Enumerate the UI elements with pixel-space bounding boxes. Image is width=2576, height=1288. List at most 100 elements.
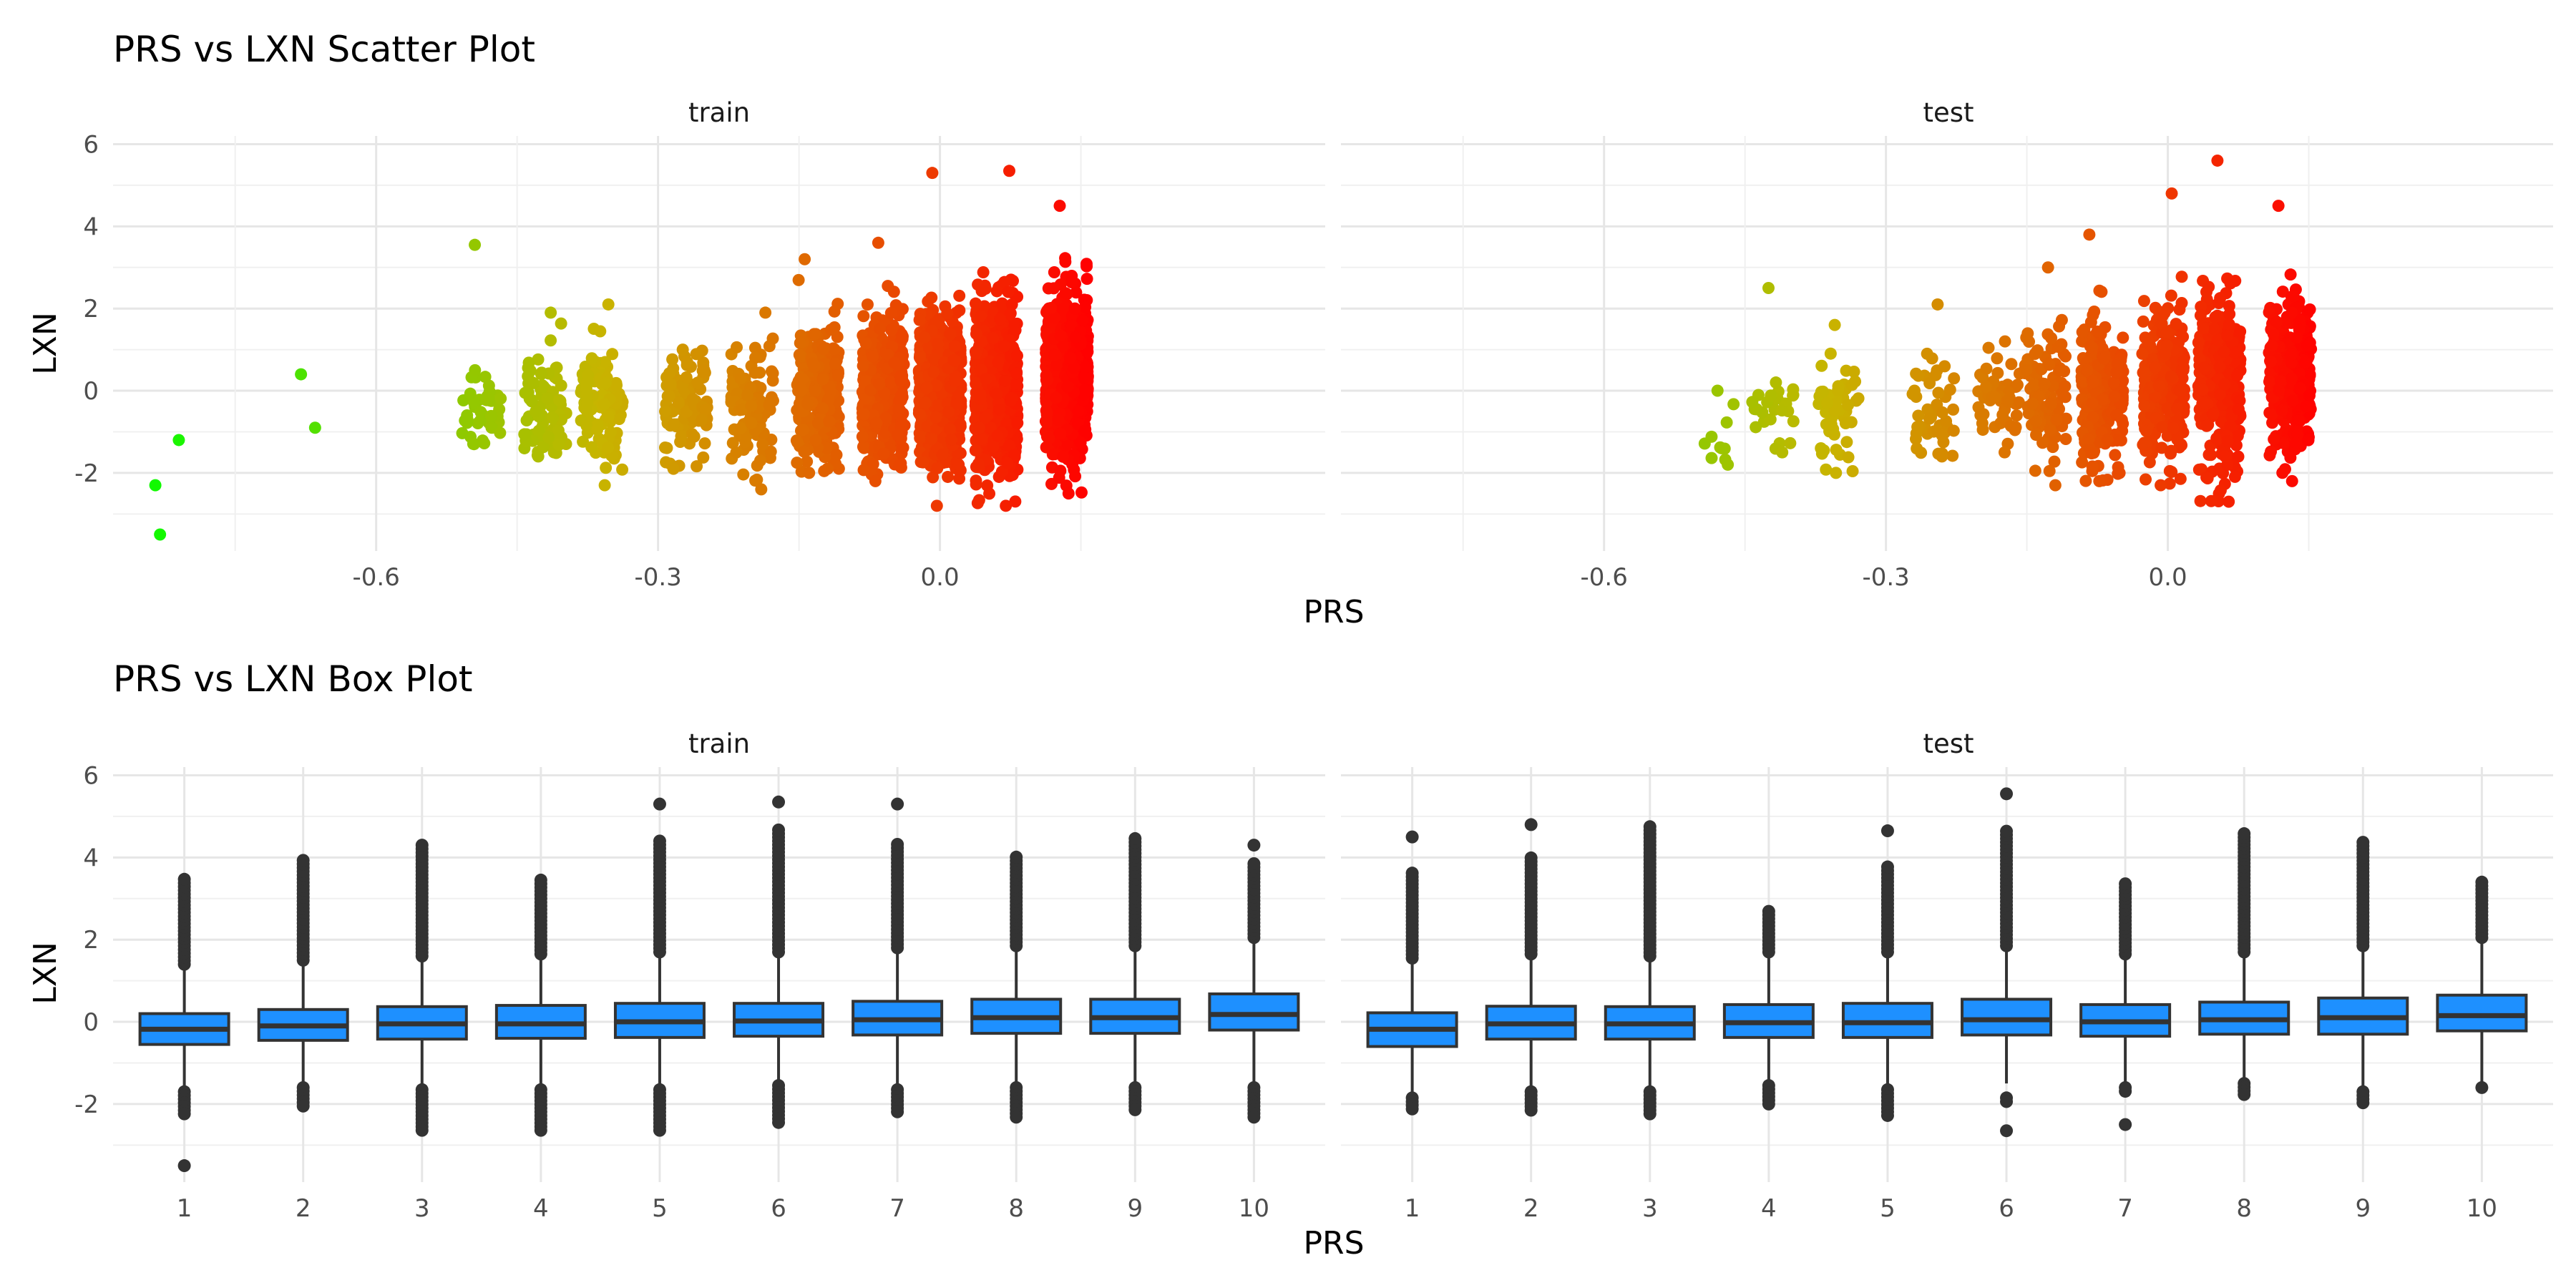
scatter-point: [1912, 369, 1925, 382]
scatter-point: [1007, 318, 1020, 331]
scatter-point: [1078, 371, 1091, 384]
scatter-point: [674, 436, 687, 449]
scatter-point: [2214, 292, 2227, 305]
scatter-point: [1787, 383, 1800, 396]
scatter-point: [469, 364, 482, 376]
scatter-facet-label-test: test: [1923, 97, 1974, 128]
scatter-point: [1053, 472, 1065, 484]
scatter-point: [469, 238, 482, 251]
scatter-point: [663, 389, 675, 402]
scatter-point: [857, 359, 869, 372]
scatter-point: [2059, 350, 2072, 363]
scatter-point: [2290, 436, 2303, 449]
scatter-point: [2044, 398, 2057, 411]
scatter-point: [799, 253, 811, 265]
scatter-point: [2221, 435, 2234, 448]
scatter-point: [1936, 406, 1948, 419]
scatter-point: [520, 414, 533, 426]
scatter-point: [998, 340, 1011, 353]
scatter-point: [913, 351, 926, 364]
scatter-point: [2284, 452, 2297, 464]
scatter-point: [580, 389, 593, 401]
scatter-point: [546, 411, 559, 424]
scatter-point: [1765, 389, 1777, 402]
scatter-point: [879, 411, 892, 424]
scatter-point: [659, 405, 672, 418]
scatter-point: [518, 428, 531, 441]
scatter-point: [2086, 460, 2099, 473]
scatter-point: [1080, 260, 1093, 273]
scatter-point: [1991, 352, 2004, 365]
scatter-point: [816, 402, 829, 415]
scatter-point: [552, 424, 565, 437]
scatter-point: [1842, 451, 1855, 464]
scatter-point: [483, 385, 496, 398]
scatter-point: [2109, 449, 2122, 462]
scatter-point: [873, 377, 886, 390]
scatter-point: [2165, 187, 2178, 200]
scatter-point: [2232, 403, 2245, 416]
scatter-point: [2082, 433, 2095, 446]
scatter-point: [2197, 322, 2210, 335]
scatter-point: [1010, 349, 1023, 362]
scatter-point: [555, 379, 567, 392]
scatter-point: [2111, 358, 2124, 371]
scatter-point: [585, 352, 598, 365]
scatter-point: [1947, 403, 1960, 416]
scatter-point: [808, 328, 821, 341]
scatter-point: [755, 483, 768, 496]
scatter-point: [582, 376, 595, 389]
scatter-point: [1052, 414, 1065, 426]
scatter-point: [741, 389, 753, 401]
scatter-point: [945, 328, 957, 341]
scatter-point: [2197, 361, 2210, 374]
scatter-point: [2152, 380, 2165, 393]
scatter-point: [726, 436, 739, 449]
scatter-point: [2038, 377, 2051, 390]
scatter-point: [749, 351, 762, 364]
scatter-point: [606, 348, 619, 361]
scatter-point: [2218, 346, 2230, 358]
scatter-point: [1825, 418, 1838, 431]
scatter-point: [2138, 436, 2151, 449]
scatter-point: [914, 408, 927, 421]
scatter-point: [2202, 280, 2215, 293]
scatter-point: [983, 487, 996, 500]
scatter-point: [2001, 395, 2014, 408]
scatter-point: [154, 528, 167, 541]
scatter-point: [1921, 347, 1933, 360]
scatter-point: [932, 338, 945, 351]
scatter-point: [2167, 421, 2180, 434]
scatter-point: [987, 441, 1000, 454]
scatter-point: [2005, 358, 2018, 371]
scatter-point: [667, 418, 680, 431]
scatter-point: [1076, 314, 1089, 327]
scatter-point: [2138, 366, 2151, 379]
scatter-point: [308, 421, 321, 434]
scatter-point: [2136, 347, 2149, 360]
scatter-point: [474, 414, 487, 427]
scatter-point: [2286, 394, 2299, 407]
scatter-point: [972, 421, 985, 434]
scatter-point: [1080, 273, 1093, 286]
scatter-point: [864, 384, 877, 397]
scatter-point: [1009, 495, 1022, 508]
scatter-point: [456, 426, 469, 439]
scatter-point: [1821, 396, 1834, 409]
scatter-point: [861, 298, 874, 311]
scatter-point: [1061, 380, 1074, 393]
scatter-point: [979, 282, 992, 295]
scatter-point: [580, 419, 593, 432]
scatter-point: [2221, 329, 2234, 342]
scatter-point: [2023, 335, 2036, 348]
scatter-point: [2165, 444, 2177, 457]
scatter-point: [975, 310, 987, 323]
scatter-point: [828, 321, 841, 333]
scatter-point: [1923, 412, 1936, 425]
scatter-point: [1815, 386, 1828, 399]
scatter-point: [950, 397, 963, 410]
scatter-point: [1911, 442, 1923, 455]
scatter-point: [926, 167, 939, 180]
scatter-point: [552, 439, 565, 452]
scatter-point: [930, 499, 943, 512]
